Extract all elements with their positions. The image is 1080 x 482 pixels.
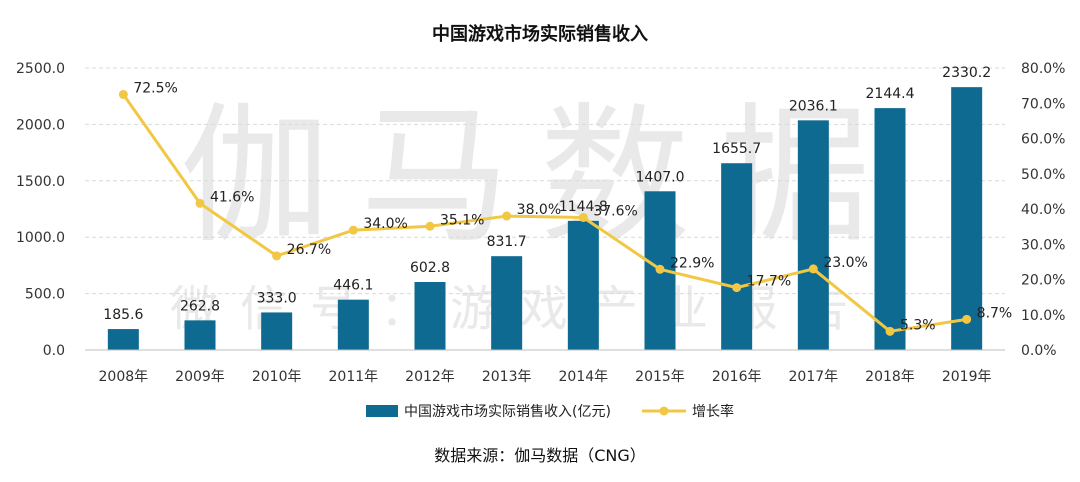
y-right-tick-label: 20.0% bbox=[1021, 273, 1065, 289]
growth-point bbox=[962, 314, 972, 324]
growth-value-label: 34.0% bbox=[363, 216, 407, 232]
growth-value-label: 37.6% bbox=[593, 203, 637, 219]
growth-value-label: 5.3% bbox=[900, 317, 936, 333]
y-left-tick-label: 1500.0 bbox=[16, 174, 65, 190]
line-series bbox=[118, 89, 972, 336]
x-tick-label: 2010年 bbox=[252, 369, 302, 385]
bar bbox=[337, 299, 369, 350]
bar bbox=[874, 108, 906, 350]
x-tick-label: 2012年 bbox=[405, 369, 455, 385]
legend: 中国游戏市场实际销售收入(亿元) 增长率 bbox=[366, 403, 734, 420]
bar-value-label: 1144.8 bbox=[559, 199, 608, 215]
x-tick-label: 2009年 bbox=[175, 369, 225, 385]
bar bbox=[491, 256, 523, 350]
legend-bar-label: 中国游戏市场实际销售收入(亿元) bbox=[404, 403, 611, 420]
y-left-tick-label: 1000.0 bbox=[16, 230, 65, 246]
y-right-tick-label: 70.0% bbox=[1021, 96, 1065, 112]
legend-line-marker bbox=[659, 406, 669, 416]
growth-value-label: 41.6% bbox=[210, 189, 254, 205]
x-tick-label: 2008年 bbox=[99, 369, 149, 385]
y-right-tick-label: 60.0% bbox=[1021, 132, 1065, 148]
growth-point bbox=[885, 326, 895, 336]
growth-value-label: 72.5% bbox=[133, 80, 177, 96]
chart-title: 中国游戏市场实际销售收入 bbox=[432, 23, 648, 45]
axes: 0.0 500.0 1000.0 1500.0 2000.0 2500.0 0.0% 10.0… bbox=[16, 61, 1065, 385]
growth-value-label: 35.1% bbox=[440, 212, 484, 228]
bar bbox=[567, 220, 599, 350]
growth-value-label: 23.0% bbox=[823, 255, 867, 271]
bar-value-label: 446.1 bbox=[333, 278, 373, 294]
x-tick-label: 2013年 bbox=[482, 369, 532, 385]
x-tick-label: 2017年 bbox=[789, 369, 839, 385]
growth-point bbox=[578, 212, 588, 222]
legend-line-label: 增长率 bbox=[692, 403, 734, 420]
y-right-tick-label: 10.0% bbox=[1021, 308, 1065, 324]
bar bbox=[414, 282, 446, 350]
bar-value-label: 333.0 bbox=[257, 290, 297, 306]
y-left-tick-label: 0.0 bbox=[43, 343, 65, 359]
growth-point bbox=[425, 221, 435, 231]
bar-value-label: 2144.4 bbox=[866, 86, 915, 102]
bar bbox=[107, 329, 139, 350]
y-right-tick-label: 50.0% bbox=[1021, 167, 1065, 183]
growth-value-label: 38.0% bbox=[517, 202, 561, 218]
growth-point bbox=[272, 251, 282, 261]
growth-point bbox=[808, 264, 818, 274]
x-tick-label: 2011年 bbox=[329, 369, 379, 385]
growth-point bbox=[195, 198, 205, 208]
bar bbox=[721, 163, 753, 350]
growth-point bbox=[118, 89, 128, 99]
x-tick-label: 2014年 bbox=[559, 369, 609, 385]
watermark-big: 伽马数据 bbox=[180, 90, 900, 264]
bar-value-label: 185.6 bbox=[103, 307, 143, 323]
bar-value-label: 1407.0 bbox=[636, 169, 685, 185]
bar-value-label: 262.8 bbox=[180, 298, 220, 314]
source-note: 数据来源：伽马数据（CNG） bbox=[434, 446, 646, 465]
y-right-tick-label: 80.0% bbox=[1021, 61, 1065, 77]
legend-bar-swatch bbox=[366, 405, 398, 417]
gridlines bbox=[85, 67, 1005, 295]
x-tick-label: 2018年 bbox=[865, 369, 915, 385]
bar bbox=[261, 312, 293, 350]
data-labels: 185.6 262.8 333.0 446.1 602.8 831.7 1144.8 1407… bbox=[103, 65, 1012, 333]
y-right-tick-label: 0.0% bbox=[1021, 343, 1057, 359]
growth-value-label: 17.7% bbox=[747, 274, 791, 290]
x-tick-label: 2019年 bbox=[942, 369, 992, 385]
growth-point bbox=[655, 264, 665, 274]
y-left-tick-label: 2000.0 bbox=[16, 117, 65, 133]
y-right-tick-label: 30.0% bbox=[1021, 237, 1065, 253]
bar bbox=[951, 87, 983, 350]
bar-value-label: 2330.2 bbox=[942, 65, 991, 81]
bar bbox=[797, 120, 829, 351]
bar-value-label: 831.7 bbox=[487, 234, 527, 250]
growth-value-label: 22.9% bbox=[670, 255, 714, 271]
bar-value-label: 602.8 bbox=[410, 260, 450, 276]
x-tick-label: 2016年 bbox=[712, 369, 762, 385]
growth-line bbox=[122, 93, 967, 333]
bar bbox=[184, 320, 216, 350]
bar-value-label: 2036.1 bbox=[789, 98, 838, 114]
growth-point bbox=[732, 283, 742, 293]
growth-point bbox=[502, 211, 512, 221]
growth-value-label: 26.7% bbox=[287, 242, 331, 258]
y-right-tick-label: 40.0% bbox=[1021, 202, 1065, 218]
x-tick-label: 2015年 bbox=[635, 369, 685, 385]
y-left-tick-label: 500.0 bbox=[25, 287, 65, 303]
growth-value-label: 8.7% bbox=[977, 305, 1013, 321]
growth-point bbox=[348, 225, 358, 235]
bar-value-label: 1655.7 bbox=[712, 141, 761, 157]
y-left-tick-label: 2500.0 bbox=[16, 61, 65, 77]
